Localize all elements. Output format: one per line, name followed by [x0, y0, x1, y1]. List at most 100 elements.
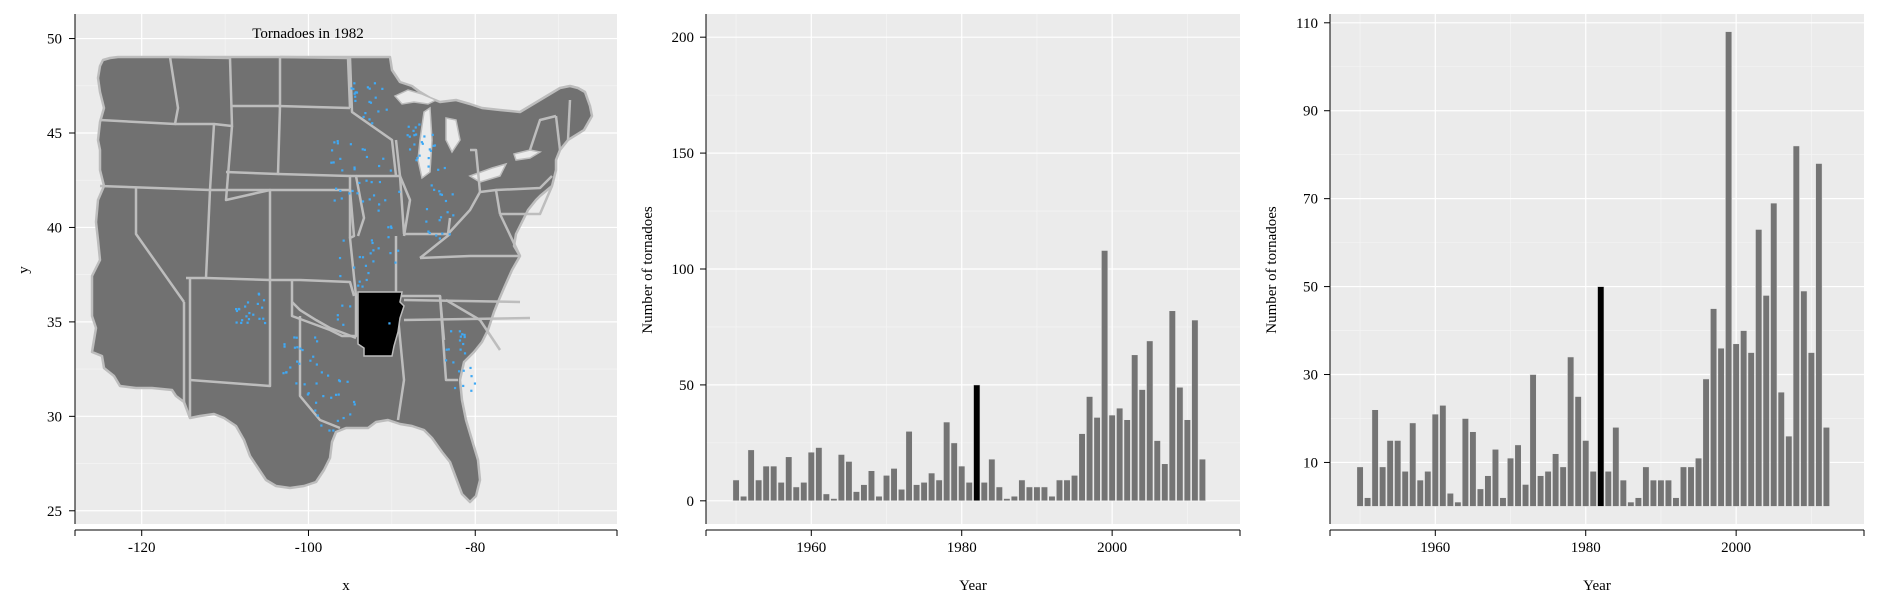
- bar2-bar-1981: [1589, 470, 1597, 507]
- bar2-bar-2003: [1755, 229, 1763, 507]
- bar2-bar-1971: [1514, 444, 1522, 507]
- bar1-bar-1986: [1003, 498, 1011, 502]
- bar2-bar-1975: [1544, 470, 1552, 507]
- map-x-tick-label: -100: [295, 540, 323, 556]
- bar1-bar-1968: [867, 470, 876, 502]
- map-x-axis-title: x: [342, 578, 350, 594]
- tornado-point: [423, 135, 426, 138]
- bar2-bar-1958: [1416, 479, 1424, 507]
- tornado-point: [378, 203, 381, 206]
- bar2-bar-2006: [1777, 391, 1785, 507]
- bar2-bar-1996: [1702, 378, 1710, 507]
- bar1-x-tick-label: 2000: [1097, 540, 1127, 556]
- tornado-point: [364, 264, 368, 267]
- bar1-bar-1953: [755, 479, 763, 502]
- tornado-point: [346, 380, 349, 383]
- bar1-bar-1961: [815, 447, 823, 502]
- bar2-bar-1960: [1431, 413, 1439, 507]
- bar1-x-ticks: 1960 1980 2000: [705, 530, 1241, 556]
- tornado-point: [450, 330, 453, 333]
- tornado-point: [381, 87, 384, 90]
- bar1-bar-1998: [1093, 417, 1101, 502]
- bar1-y-tick-label: 0: [687, 494, 695, 510]
- tornado-point: [361, 148, 364, 151]
- bar1-bar-1979: [950, 442, 958, 502]
- tornado-point: [353, 168, 356, 171]
- tornado-point: [371, 122, 374, 125]
- bar2-bar-2009: [1800, 290, 1808, 507]
- bar2-y-axis-title: Number of tornadoes: [1264, 206, 1280, 334]
- tornado-point: [327, 374, 330, 377]
- tornado-point: [237, 307, 240, 311]
- bar1-x-tick-label: 1960: [796, 540, 826, 556]
- tornado-point: [425, 208, 429, 211]
- tornado-point: [330, 149, 334, 152]
- us-land-outline: [90, 55, 594, 504]
- tornado-point: [341, 169, 344, 172]
- tornado-point: [322, 395, 325, 398]
- bar2-bar-1957: [1409, 422, 1417, 507]
- tornado-point: [435, 234, 438, 237]
- bar1-bar-1969: [875, 495, 883, 502]
- tornado-point: [459, 348, 462, 351]
- tornado-point: [235, 321, 238, 324]
- tornado-point: [299, 347, 302, 350]
- tornado-point: [388, 322, 391, 325]
- tornado-point: [257, 293, 261, 296]
- tornado-point: [320, 424, 323, 427]
- map-y-tick-label: 50: [47, 32, 62, 48]
- bar1-bar-1974: [913, 484, 921, 502]
- tornado-point: [339, 157, 342, 160]
- tornado-point: [433, 144, 437, 147]
- bar1-bar-2001: [1116, 407, 1124, 502]
- tornado-point: [385, 108, 388, 111]
- bar1-bar-1995: [1070, 475, 1079, 502]
- bar1-bar-1997: [1086, 396, 1094, 502]
- tornado-point: [421, 142, 424, 145]
- tornado-point: [235, 308, 238, 311]
- tornado-point: [458, 330, 461, 333]
- bar1-bar-1983: [980, 481, 988, 502]
- tornado-point: [333, 199, 336, 202]
- tornado-point: [368, 87, 371, 90]
- bar2-bar-2004: [1762, 295, 1770, 507]
- tornado-point: [240, 321, 243, 325]
- bar2-bar-1953: [1379, 466, 1387, 507]
- bar1-bar-1987: [1010, 495, 1018, 502]
- bar1-bar-1972: [897, 488, 906, 502]
- tornado-point: [448, 233, 451, 236]
- tornado-point: [408, 148, 412, 151]
- bar1-bar-1978: [943, 421, 951, 502]
- bar2-bar-2000: [1732, 343, 1740, 507]
- tornado-point: [470, 389, 473, 392]
- bar1-bar-2008: [1168, 310, 1176, 502]
- tornado-point: [452, 214, 455, 217]
- tornado-point: [320, 371, 323, 374]
- bar1-bar-1959: [800, 481, 808, 502]
- bar2-bar-1979: [1574, 396, 1582, 507]
- tornado-point: [309, 359, 312, 362]
- tornado-point: [373, 82, 377, 85]
- bar1-bar-2000: [1108, 414, 1116, 502]
- tornado-point: [261, 306, 264, 309]
- map-x-ticks: -120 -100 -80: [74, 530, 618, 556]
- tornado-point: [365, 179, 368, 182]
- map-x-tick-label: -120: [128, 540, 156, 556]
- tornado-point: [469, 366, 472, 370]
- tornado-point: [335, 187, 338, 190]
- bar2-bar-1967: [1484, 475, 1492, 507]
- tornado-point: [244, 305, 247, 308]
- tornado-point: [315, 401, 318, 404]
- tornado-point: [283, 343, 286, 346]
- tornado-point: [413, 143, 416, 146]
- tornado-point: [306, 393, 309, 396]
- bar2-bar-1986: [1627, 501, 1635, 507]
- bar2-bars: [1356, 31, 1830, 507]
- bar2-bar-2002: [1747, 352, 1755, 507]
- bar1-bar-1977: [935, 479, 943, 502]
- tornado-point: [334, 393, 338, 396]
- tornado-point: [256, 302, 259, 305]
- tornado-point: [336, 142, 339, 145]
- bar1-bar-1956: [777, 481, 785, 502]
- tornado-point: [314, 336, 317, 339]
